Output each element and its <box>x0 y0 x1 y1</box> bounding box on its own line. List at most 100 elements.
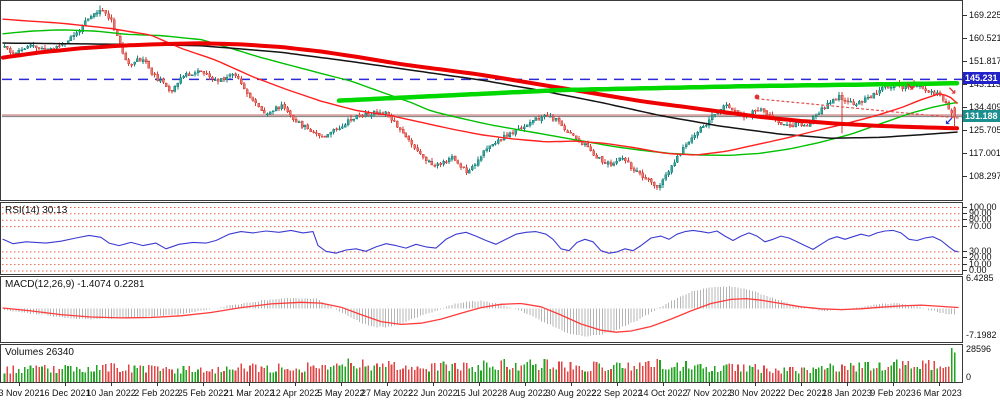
date-label: 16 Dec 2021 <box>39 388 91 398</box>
rsi-tick-label: 70.00 <box>969 221 992 231</box>
date-label: 12 Apr 2022 <box>270 388 320 398</box>
red-fast-ma-line <box>2 18 958 156</box>
axis-tick-mark <box>962 38 967 39</box>
price-tick-label: 169.225 <box>969 10 1000 20</box>
axis-tick-mark <box>962 213 967 214</box>
rsi-indicator-panel[interactable]: RSI(14) 30.13 <box>0 202 963 275</box>
price-tick-label: 134.409 <box>969 102 1000 112</box>
date-label: 27 May 2022 <box>360 388 414 398</box>
dashed-level-price-badge: 145.231 <box>963 72 1000 84</box>
date-tick-mark <box>249 383 250 386</box>
trendline-anchor-dot <box>754 94 760 100</box>
axis-tick-mark <box>962 107 967 108</box>
axis-tick-mark <box>962 130 967 131</box>
macd-label: MACD(12,26,9) -1.4074 0.2281 <box>5 279 145 290</box>
date-tick-mark <box>203 383 204 386</box>
date-label: 9 Feb 2023 <box>870 388 916 398</box>
price-tick-label: 108.297 <box>969 171 1000 181</box>
volume-axis-max: 28596 <box>966 344 992 354</box>
rsi-tick-label: 80.00 <box>969 214 992 224</box>
date-tick-mark <box>709 383 710 386</box>
green-trendline <box>336 80 960 103</box>
axis-tick-mark <box>962 84 967 85</box>
axis-tick-mark <box>962 153 967 154</box>
date-label: 2 Feb 2022 <box>134 388 180 398</box>
date-label: 22 Sep 2022 <box>591 388 643 398</box>
date-label: 30 Nov 2022 <box>729 388 781 398</box>
axis-tick-mark <box>962 207 967 208</box>
date-tick-mark <box>663 383 664 386</box>
rsi-tick-label: 30.00 <box>969 246 992 256</box>
date-label: 22 Dec 2022 <box>775 388 827 398</box>
date-label: 21 Mar 2022 <box>223 388 275 398</box>
green-ma-line <box>2 29 958 157</box>
date-label: 8 Aug 2022 <box>502 388 548 398</box>
rsi-tick-label: 10.00 <box>969 259 992 269</box>
price-chart-canvas[interactable]: ↘ ↘ ↙ <box>1 1 962 200</box>
date-label: 10 Jan 2022 <box>86 388 136 398</box>
macd-indicator-panel[interactable]: MACD(12,26,9) -1.4074 0.2281 <box>0 276 963 343</box>
macd-canvas[interactable] <box>1 277 962 342</box>
axis-tick-mark <box>962 270 967 271</box>
date-tick-mark <box>571 383 572 386</box>
volumes-indicator-panel[interactable]: Volumes 26340 <box>0 344 963 383</box>
date-tick-mark <box>19 383 20 386</box>
volume-axis-min: 0 <box>966 372 972 382</box>
date-tick-mark <box>893 383 894 386</box>
price-tick-label: 143.113 <box>969 79 1000 89</box>
rsi-canvas[interactable] <box>1 203 962 274</box>
macd-histogram <box>4 286 956 337</box>
axis-tick-mark <box>962 251 967 252</box>
date-label: 15 Jul 2022 <box>455 388 503 398</box>
date-label: 30 Aug 2022 <box>545 388 597 398</box>
price-tick-label: 125.705 <box>969 125 1000 135</box>
date-tick-mark <box>387 383 388 386</box>
macd-axis-min: -7.1982 <box>966 330 997 340</box>
axis-tick-mark <box>962 226 967 227</box>
sell-arrow-icon: ↘ <box>905 81 914 94</box>
date-label: 22 Jun 2022 <box>408 388 458 398</box>
date-label: 23 Nov 2021 <box>0 388 45 398</box>
macd-axis-max: 6.4285 <box>966 273 994 283</box>
date-tick-mark <box>939 383 940 386</box>
red-dotted-trendline <box>756 98 962 119</box>
date-label: 7 Nov 2022 <box>685 388 733 398</box>
main-price-chart-panel[interactable]: ↘ ↘ ↙ <box>0 0 963 201</box>
rsi-label: RSI(14) 30.13 <box>5 205 68 216</box>
price-tick-label: 117.001 <box>969 148 1000 158</box>
date-label: 25 Feb 2022 <box>177 388 229 398</box>
date-tick-mark <box>433 383 434 386</box>
rsi-tick-label: 20.00 <box>969 252 992 262</box>
date-tick-mark <box>341 383 342 386</box>
date-tick-mark <box>755 383 756 386</box>
rsi-tick-label: 0.00 <box>969 265 987 275</box>
date-label: 6 Mar 2023 <box>916 388 962 398</box>
date-tick-mark <box>525 383 526 386</box>
date-label: 5 May 2022 <box>317 388 365 398</box>
axis-tick-mark <box>962 264 967 265</box>
rsi-tick-label: 100.00 <box>969 202 997 212</box>
price-tick-label: 151.817 <box>969 56 1000 66</box>
date-tick-mark <box>295 383 296 386</box>
axis-tick-mark <box>962 61 967 62</box>
date-label: 14 Oct 2022 <box>638 388 688 398</box>
rsi-tick-label: 90.00 <box>969 208 992 218</box>
axis-tick-mark <box>962 219 967 220</box>
axis-tick-mark <box>962 176 967 177</box>
date-tick-mark <box>801 383 802 386</box>
last-price-badge: 131.188 <box>963 110 1000 122</box>
volumes-canvas[interactable] <box>1 345 962 382</box>
date-tick-mark <box>847 383 848 386</box>
volume-bars <box>3 348 956 382</box>
buy-arrow-icon: ↙ <box>944 115 953 128</box>
date-tick-mark <box>65 383 66 386</box>
axis-tick-mark <box>962 257 967 258</box>
macd-signal-line <box>2 297 959 333</box>
price-tick-label: 160.521 <box>969 33 1000 43</box>
rsi-line <box>2 229 959 254</box>
date-label: 18 Jan 2023 <box>822 388 872 398</box>
volumes-label: Volumes 26340 <box>5 347 74 358</box>
date-tick-mark <box>111 383 112 386</box>
